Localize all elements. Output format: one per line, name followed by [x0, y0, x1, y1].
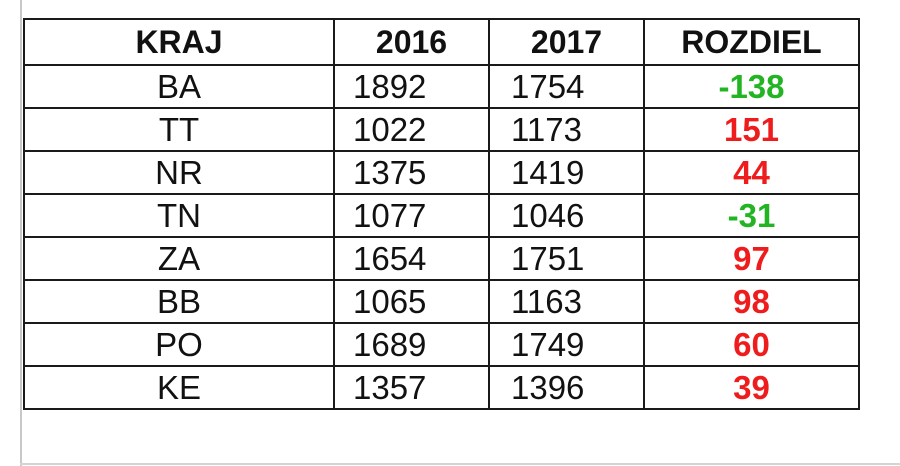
cell-rozdiel: 44	[643, 150, 860, 195]
table-row: TN 1077 1046 -31	[23, 193, 860, 238]
page-bottom-edge	[20, 463, 900, 465]
cell-2016: 1689	[333, 322, 490, 367]
cell-kraj: KE	[23, 365, 335, 410]
header-kraj: KRAJ	[23, 18, 335, 66]
table-row: BA 1892 1754 -138	[23, 64, 860, 109]
cell-2016: 1654	[333, 236, 490, 281]
cell-kraj: BB	[23, 279, 335, 324]
table-row: NR 1375 1419 44	[23, 150, 860, 195]
cell-2017: 1419	[488, 150, 645, 195]
cell-2016: 1357	[333, 365, 490, 410]
header-row: KRAJ 2016 2017 ROZDIEL	[23, 18, 860, 66]
page-left-margin	[0, 0, 22, 466]
cell-2017: 1163	[488, 279, 645, 324]
cell-2016: 1892	[333, 64, 490, 109]
cell-kraj: TN	[23, 193, 335, 238]
header-2016: 2016	[333, 18, 490, 66]
table-row: ZA 1654 1751 97	[23, 236, 860, 281]
cell-kraj: BA	[23, 64, 335, 109]
header-2017: 2017	[488, 18, 645, 66]
cell-kraj: PO	[23, 322, 335, 367]
cell-2017: 1754	[488, 64, 645, 109]
header-rozdiel: ROZDIEL	[643, 18, 860, 66]
cell-2016: 1065	[333, 279, 490, 324]
cell-kraj: ZA	[23, 236, 335, 281]
cell-rozdiel: -138	[643, 64, 860, 109]
cell-2017: 1173	[488, 107, 645, 152]
cell-2017: 1749	[488, 322, 645, 367]
cell-kraj: TT	[23, 107, 335, 152]
cell-rozdiel: 98	[643, 279, 860, 324]
region-comparison-table: KRAJ 2016 2017 ROZDIEL BA 1892 1754 -138…	[23, 18, 860, 410]
table-row: BB 1065 1163 98	[23, 279, 860, 324]
cell-rozdiel: 60	[643, 322, 860, 367]
table-body: BA 1892 1754 -138 TT 1022 1173 151 NR 13…	[23, 64, 860, 410]
cell-rozdiel: 39	[643, 365, 860, 410]
cell-2017: 1396	[488, 365, 645, 410]
cell-kraj: NR	[23, 150, 335, 195]
cell-rozdiel: 97	[643, 236, 860, 281]
cell-rozdiel: 151	[643, 107, 860, 152]
cell-2017: 1046	[488, 193, 645, 238]
cell-2016: 1022	[333, 107, 490, 152]
cell-2017: 1751	[488, 236, 645, 281]
table-row: TT 1022 1173 151	[23, 107, 860, 152]
cell-2016: 1375	[333, 150, 490, 195]
cell-rozdiel: -31	[643, 193, 860, 238]
cell-2016: 1077	[333, 193, 490, 238]
table-row: KE 1357 1396 39	[23, 365, 860, 410]
table-row: PO 1689 1749 60	[23, 322, 860, 367]
